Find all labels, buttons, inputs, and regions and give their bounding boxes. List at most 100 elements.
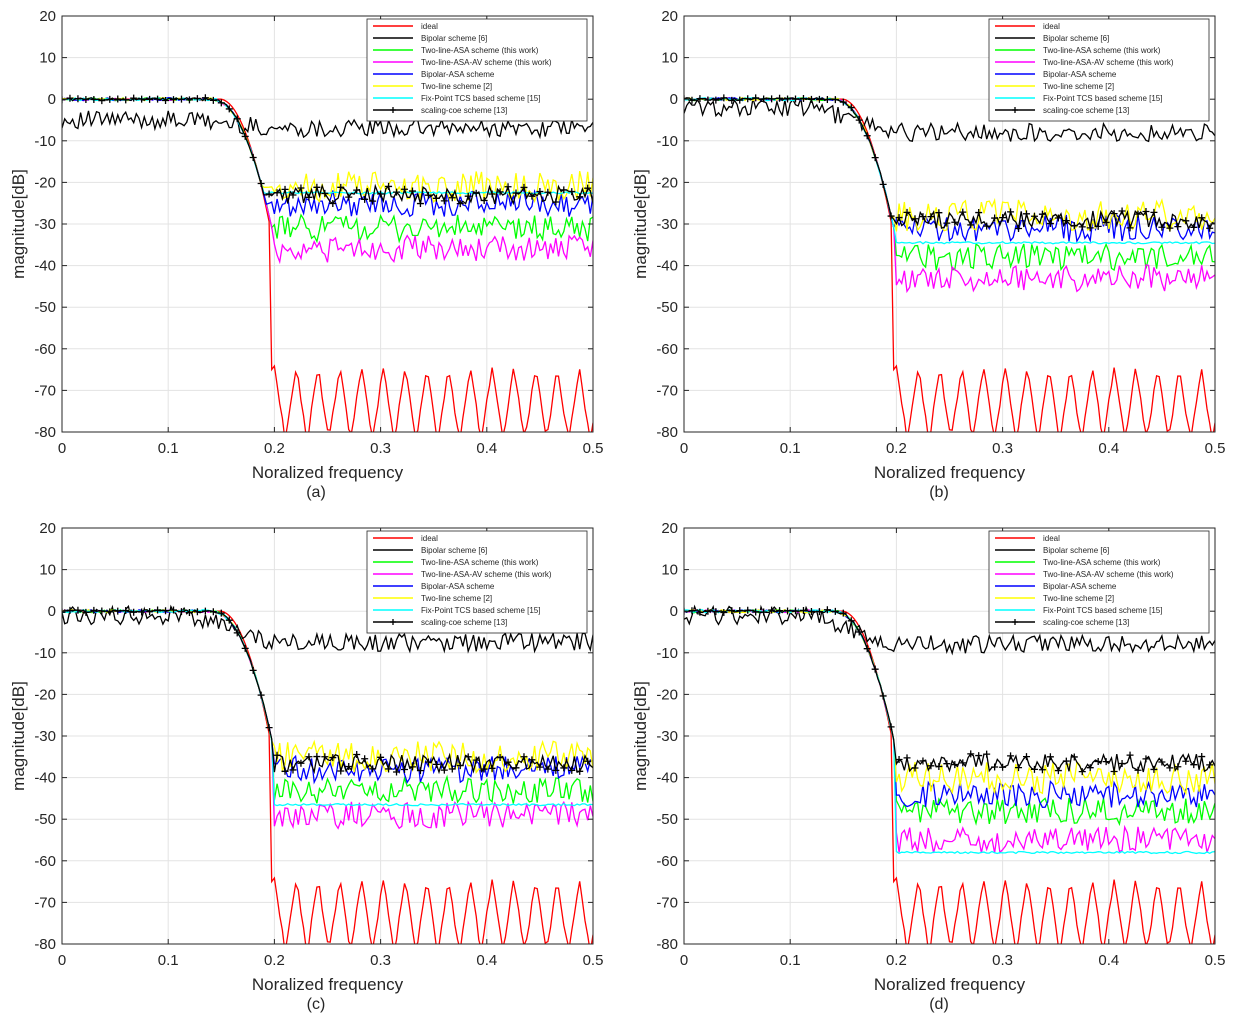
y-axis-label: magnitude[dB] — [631, 169, 650, 279]
marker-scaling-coe — [74, 95, 82, 103]
legend-marker — [390, 619, 396, 625]
marker-scaling-coe — [98, 97, 106, 105]
marker-scaling-coe — [82, 95, 90, 103]
marker-scaling-coe — [114, 607, 122, 615]
marker-scaling-coe — [424, 758, 432, 766]
marker-scaling-coe — [1142, 207, 1150, 215]
marker-scaling-coe — [273, 189, 281, 197]
marker-scaling-coe — [225, 105, 233, 113]
marker-scaling-coe — [1015, 764, 1023, 772]
panel-caption: (d) — [929, 996, 949, 1013]
legend-entry-two-line-asa-av-scheme-this-work: Two-line-ASA-AV scheme (this work) — [421, 570, 552, 579]
series-line-bipolar-scheme-6 — [684, 604, 1215, 656]
y-tick-label: -30 — [34, 216, 56, 233]
legend: ideal Bipolar scheme [6] Two-line-ASA sche… — [366, 18, 588, 122]
y-tick-label: 20 — [661, 520, 678, 537]
marker-scaling-coe — [568, 766, 576, 774]
marker-scaling-coe — [712, 96, 720, 104]
marker-scaling-coe — [146, 95, 154, 103]
marker-scaling-coe — [983, 750, 991, 758]
marker-scaling-coe — [895, 756, 903, 764]
marker-scaling-coe — [353, 751, 361, 759]
legend-entry-two-line-asa-av-scheme-this-work: Two-line-ASA-AV scheme (this work) — [421, 58, 552, 67]
marker-scaling-coe — [1062, 217, 1070, 225]
marker-scaling-coe — [329, 200, 337, 208]
marker-scaling-coe — [273, 751, 281, 759]
marker-scaling-coe — [1198, 214, 1206, 222]
y-tick-label: -50 — [34, 299, 56, 316]
marker-scaling-coe — [552, 766, 560, 774]
marker-scaling-coe — [560, 186, 568, 194]
y-tick-label: -70 — [34, 894, 56, 911]
marker-scaling-coe — [895, 214, 903, 222]
legend-entry-bipolar-scheme-6: Bipolar scheme [6] — [1043, 546, 1109, 555]
y-tick-label: -70 — [34, 382, 56, 399]
x-tick-label: 0 — [58, 440, 66, 457]
marker-scaling-coe — [1078, 768, 1086, 776]
y-tick-label: -30 — [656, 728, 678, 745]
legend: ideal Bipolar scheme [6] Two-line-ASA sche… — [366, 530, 588, 634]
marker-scaling-coe — [1007, 752, 1015, 760]
marker-scaling-coe — [831, 607, 839, 615]
marker-scaling-coe — [512, 189, 520, 197]
marker-scaling-coe — [911, 215, 919, 223]
y-tick-label: 0 — [670, 603, 678, 620]
marker-scaling-coe — [1190, 761, 1198, 769]
marker-scaling-coe — [959, 208, 967, 216]
marker-scaling-coe — [576, 193, 584, 201]
marker-scaling-coe — [728, 96, 736, 104]
marker-scaling-coe — [385, 765, 393, 773]
marker-scaling-coe — [927, 213, 935, 221]
marker-scaling-coe — [440, 197, 448, 205]
marker-scaling-coe — [1054, 214, 1062, 222]
legend-entry-ideal: ideal — [1043, 22, 1060, 31]
marker-scaling-coe — [225, 616, 233, 624]
marker-scaling-coe — [871, 154, 879, 162]
x-axis-label: Noralized frequency — [252, 463, 404, 482]
marker-scaling-coe — [935, 209, 943, 217]
marker-scaling-coe — [1110, 767, 1118, 775]
marker-scaling-coe — [536, 763, 544, 771]
marker-scaling-coe — [265, 724, 273, 732]
marker-scaling-coe — [520, 753, 528, 761]
y-tick-label: -20 — [656, 686, 678, 703]
marker-scaling-coe — [1046, 220, 1054, 228]
marker-scaling-coe — [1102, 218, 1110, 226]
marker-scaling-coe — [369, 197, 377, 205]
legend-marker — [1012, 107, 1018, 113]
marker-scaling-coe — [369, 765, 377, 773]
marker-scaling-coe — [305, 193, 313, 201]
marker-scaling-coe — [1166, 224, 1174, 232]
marker-scaling-coe — [1070, 222, 1078, 230]
marker-scaling-coe — [568, 188, 576, 196]
y-tick-label: -80 — [656, 936, 678, 953]
y-tick-label: 0 — [670, 91, 678, 108]
marker-scaling-coe — [1015, 224, 1023, 232]
legend-entry-ideal: ideal — [1043, 534, 1060, 543]
marker-scaling-coe — [728, 607, 736, 615]
legend-entry-bipolar-asa-scheme: Bipolar-ASA scheme — [1043, 582, 1117, 591]
marker-scaling-coe — [712, 608, 720, 616]
marker-scaling-coe — [983, 222, 991, 230]
marker-scaling-coe — [815, 95, 823, 103]
y-tick-label: -10 — [34, 133, 56, 150]
marker-scaling-coe — [297, 759, 305, 767]
marker-scaling-coe — [130, 608, 138, 616]
marker-scaling-coe — [1038, 766, 1046, 774]
marker-scaling-coe — [520, 183, 528, 191]
marker-scaling-coe — [177, 95, 185, 103]
marker-scaling-coe — [1150, 208, 1158, 216]
marker-scaling-coe — [408, 763, 416, 771]
x-tick-label: 0.2 — [264, 952, 285, 969]
marker-scaling-coe — [1022, 210, 1030, 218]
x-tick-label: 0.2 — [264, 440, 285, 457]
marker-scaling-coe — [162, 96, 170, 104]
marker-scaling-coe — [760, 95, 768, 103]
panel-caption: (c) — [307, 996, 326, 1013]
marker-scaling-coe — [1118, 760, 1126, 768]
marker-scaling-coe — [1182, 757, 1190, 765]
legend-box — [366, 530, 588, 634]
panel-a: 0 0.1 0.2 0.3 0.4 0.5 20 10 0 -10 -20 -30 -40 -50 -60 -… — [9, 8, 603, 501]
marker-scaling-coe — [488, 764, 496, 772]
x-tick-label: 0.1 — [158, 952, 179, 969]
